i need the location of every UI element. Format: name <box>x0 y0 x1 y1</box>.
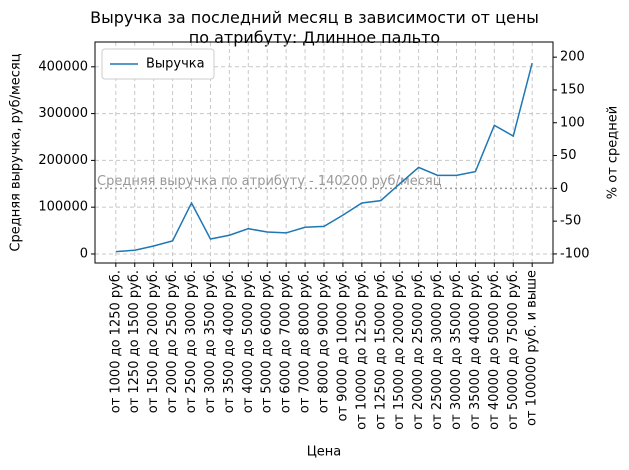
y-tick-label: 100000 <box>38 200 88 215</box>
x-tick-label: от 2500 до 3000 руб. <box>184 270 199 413</box>
y-axis-label: Средняя выручка, руб/месяц <box>9 53 24 251</box>
y2-tick-label: 50 <box>560 148 577 163</box>
x-tick-label: от 1500 до 2000 руб. <box>146 270 161 413</box>
y-tick-label: 0 <box>80 246 88 261</box>
legend-box <box>101 48 215 80</box>
x-tick-label: от 3500 до 4000 руб. <box>222 270 237 413</box>
x-tick-label: от 12500 до 15000 руб. <box>373 270 388 430</box>
x-tick-label: от 7000 до 8000 руб. <box>298 270 313 413</box>
y-tick-label: 200000 <box>38 153 88 168</box>
line <box>115 62 533 253</box>
y2-tick-label: 150 <box>560 82 585 97</box>
y-tick-label: 300000 <box>38 106 88 121</box>
x-tick-label: от 1000 до 1250 руб. <box>108 270 123 413</box>
legend-label: Выручка <box>146 57 205 72</box>
x-tick-label: от 6000 до 7000 руб. <box>279 270 294 413</box>
x-tick-label: от 4000 до 5000 руб. <box>241 270 256 413</box>
y2-tick-label: -100 <box>560 246 590 261</box>
x-tick-label: от 25000 до 30000 руб. <box>430 270 445 430</box>
x-tick-label: от 40000 до 50000 руб. <box>487 270 502 430</box>
x-tick-label: от 20000 до 25000 руб. <box>411 270 426 430</box>
x-tick-label: от 15000 до 20000 руб. <box>392 270 407 430</box>
x-tick-label: от 100000 руб. и выше <box>525 270 540 426</box>
x-tick-label: от 5000 до 6000 руб. <box>260 270 275 413</box>
x-tick-label: от 1250 до 1500 руб. <box>127 270 142 413</box>
y2-tick-label: 200 <box>560 50 585 65</box>
x-axis-label: Цена <box>307 445 342 460</box>
y2-tick-label: -50 <box>560 214 581 229</box>
x-tick-label: от 3000 до 3500 руб. <box>203 270 218 413</box>
x-tick-label: от 2000 до 2500 руб. <box>165 270 180 413</box>
x-tick-label: от 50000 до 75000 руб. <box>506 270 521 430</box>
y2-tick-label: 0 <box>560 181 568 196</box>
x-tick-label: от 30000 до 35000 руб. <box>449 270 464 430</box>
plot-frame <box>94 41 554 264</box>
y-tick-label: 400000 <box>38 59 88 74</box>
y2-axis-label: % от средней <box>606 106 621 199</box>
x-tick-label: от 9000 до 10000 руб. <box>335 270 350 422</box>
x-tick-label: от 35000 до 40000 руб. <box>468 270 483 430</box>
x-tick-label: от 8000 до 9000 руб. <box>317 270 332 413</box>
y2-tick-label: 100 <box>560 115 585 130</box>
average-label: Средняя выручка по атрибуту - 140200 руб… <box>97 174 442 189</box>
x-tick-label: от 10000 до 12500 руб. <box>354 270 369 430</box>
